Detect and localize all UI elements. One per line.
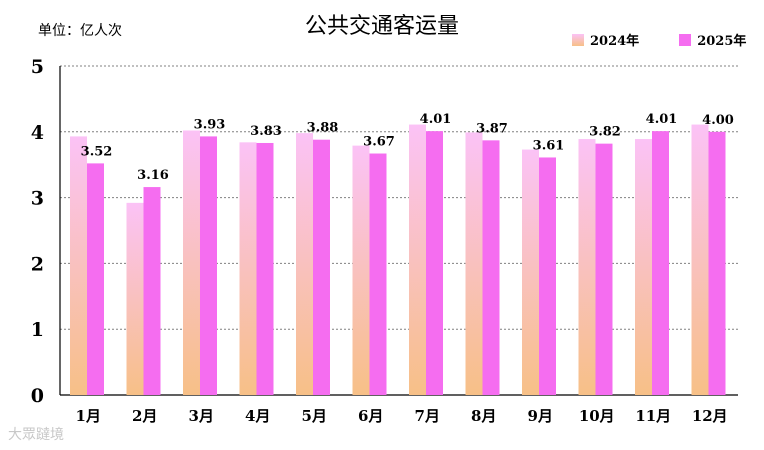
y-tick-label-0: 0 [31, 385, 44, 407]
legend-swatch-2024 [572, 33, 584, 46]
data-label-2025年-5月: 3.88 [307, 121, 339, 136]
legend: 2024年 2025年 [572, 30, 746, 49]
x-tick-label-7月: 7月 [415, 407, 440, 425]
bar-2024年-10月 [578, 139, 596, 395]
x-tick-label-4月: 4月 [245, 407, 270, 425]
x-tick-label-8月: 8月 [471, 407, 496, 425]
data-label-2025年-7月: 4.01 [420, 112, 452, 127]
data-label-2025年-1月: 3.52 [81, 144, 113, 159]
legend-item-2024: 2024年 [572, 30, 639, 49]
x-tick-label-9月: 9月 [528, 407, 553, 425]
x-tick-label-1月: 1月 [76, 407, 101, 425]
y-tick-label-3: 3 [31, 188, 44, 210]
unit-label: 单位：亿人次 [38, 23, 122, 39]
bar-2024年-9月 [522, 149, 539, 395]
bar-2024年-1月 [70, 136, 87, 395]
bar-2024年-7月 [409, 124, 426, 395]
watermark: 大眾躂境 [8, 427, 64, 443]
x-tick-label-2月: 2月 [132, 407, 157, 425]
bar-2025年-11月 [652, 131, 669, 395]
y-tick-label-5: 5 [31, 56, 44, 78]
data-label-2025年-6月: 3.67 [363, 135, 395, 150]
bar-2025年-6月 [369, 153, 387, 395]
legend-label-2025: 2025年 [697, 34, 747, 49]
bar-2025年-9月 [539, 157, 556, 395]
legend-swatch-2025 [679, 33, 692, 46]
data-label-2025年-10月: 3.82 [589, 125, 621, 140]
data-label-2025年-8月: 3.87 [476, 121, 508, 136]
x-tick-label-5月: 5月 [302, 407, 327, 425]
bar-2025年-8月 [482, 140, 500, 395]
bar-2025年-12月 [708, 131, 726, 396]
bar-2025年-1月 [87, 163, 104, 395]
bar-2025年-7月 [426, 131, 443, 395]
bar-2025年-3月 [200, 136, 217, 395]
data-label-2025年-11月: 4.01 [646, 112, 678, 127]
data-label-2025年-4月: 3.83 [250, 124, 282, 139]
bar-2024年-11月 [635, 139, 652, 395]
x-tick-label-10月: 10月 [579, 407, 615, 425]
x-tick-label-12月: 12月 [692, 407, 728, 425]
y-tick-label-4: 4 [31, 122, 44, 144]
x-tick-label-3月: 3月 [189, 407, 214, 425]
x-tick-label-11月: 11月 [635, 407, 671, 425]
data-label-2025年-3月: 3.93 [194, 117, 226, 132]
bar-2025年-5月 [313, 139, 330, 395]
bar-2024年-5月 [296, 133, 313, 395]
chart-title: 公共交通客运量 [304, 14, 459, 39]
data-label-2025年-12月: 4.00 [702, 113, 734, 128]
bar-2024年-6月 [352, 145, 370, 395]
legend-label-2024: 2024年 [590, 34, 640, 49]
bar-2025年-4月 [256, 142, 274, 395]
legend-item-2025: 2025年 [679, 30, 746, 49]
bar-2025年-2月 [143, 187, 161, 395]
x-tick-label-6月: 6月 [358, 407, 383, 425]
y-tick-label-2: 2 [31, 253, 44, 275]
data-label-2025年-2月: 3.16 [137, 168, 169, 183]
bar-2024年-3月 [183, 130, 200, 395]
bar-2024年-12月 [691, 124, 709, 395]
bar-2024年-2月 [126, 202, 144, 395]
bar-2024年-4月 [239, 142, 257, 395]
bar-2024年-8月 [465, 132, 483, 395]
y-tick-label-1: 1 [31, 319, 44, 341]
data-label-2025年-9月: 3.61 [533, 138, 565, 153]
bar-2025年-10月 [595, 143, 613, 395]
